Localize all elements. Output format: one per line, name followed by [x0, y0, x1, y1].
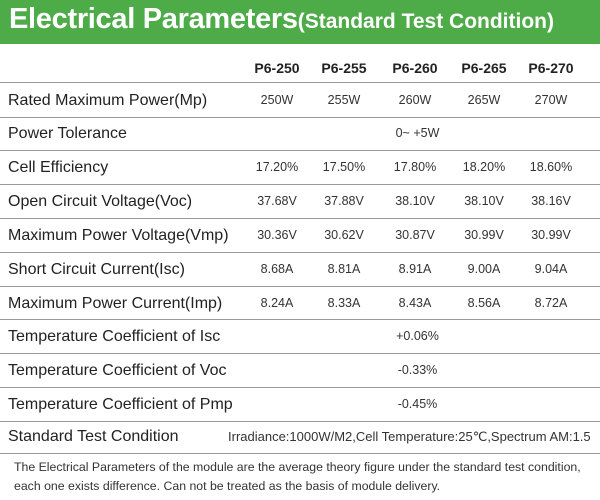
table-row-temp-coeff-isc: Temperature Coefficient of Isc +0.06% — [0, 320, 600, 353]
divider — [0, 286, 600, 287]
table-cell: 8.56A — [467, 296, 501, 310]
divider — [0, 150, 600, 151]
table-cell: 38.10V — [395, 194, 435, 208]
table-row-standard-test-condition: Standard Test Condition Irradiance:1000W… — [0, 420, 600, 453]
table-row-short-circuit-current: Short Circuit Current(Isc) 8.68A 8.81A 8… — [0, 253, 600, 286]
row-label: Cell Efficiency — [8, 159, 109, 176]
table-cell-span: +0.06% — [396, 329, 439, 343]
row-label: Temperature Coefficient of Pmp — [8, 396, 233, 413]
divider — [0, 319, 600, 320]
divider — [0, 453, 600, 454]
title-banner: Electrical Parameters(Standard Test Cond… — [0, 0, 600, 44]
table-cell: 260W — [398, 93, 432, 107]
table-cell: 9.00A — [467, 262, 501, 276]
row-label: Maximum Power Voltage(Vmp) — [8, 227, 229, 244]
table-cell: 30.87V — [395, 228, 435, 242]
table-cell: 250W — [260, 93, 294, 107]
table-cell: 30.99V — [531, 228, 571, 242]
table-row-temp-coeff-voc: Temperature Coefficient of Voc -0.33% — [0, 354, 600, 387]
divider — [0, 82, 600, 83]
table-cell-span: 0~ +5W — [395, 126, 440, 140]
table-cell: 265W — [467, 93, 501, 107]
table-row-open-circuit-voltage: Open Circuit Voltage(Voc) 37.68V 37.88V … — [0, 185, 600, 218]
divider — [0, 252, 600, 253]
table-cell: 17.20% — [255, 160, 299, 174]
table-cell: 30.62V — [324, 228, 364, 242]
column-header-p6-255: P6-255 — [321, 60, 367, 76]
table-cell: 270W — [534, 93, 568, 107]
row-label: Short Circuit Current(Isc) — [8, 261, 185, 278]
divider — [0, 184, 600, 185]
table-cell-span: -0.45% — [397, 397, 438, 411]
table-cell: 37.88V — [324, 194, 364, 208]
table-cell: 38.10V — [464, 194, 504, 208]
table-cell: 8.24A — [260, 296, 294, 310]
column-header-p6-265: P6-265 — [461, 60, 507, 76]
row-label: Standard Test Condition — [8, 428, 179, 445]
table-cell: 18.60% — [529, 160, 573, 174]
table-cell: 255W — [327, 93, 361, 107]
divider — [0, 421, 600, 422]
row-label: Open Circuit Voltage(Voc) — [8, 193, 193, 210]
row-label: Power Tolerance — [8, 125, 127, 142]
table-cell: 37.68V — [257, 194, 297, 208]
divider — [0, 218, 600, 219]
table-cell: 8.91A — [398, 262, 432, 276]
table-cell: 8.43A — [398, 296, 432, 310]
table-cell: 8.81A — [327, 262, 361, 276]
divider — [0, 387, 600, 388]
standard-test-value: Irradiance:1000W/M2,Cell Temperature:25℃… — [228, 429, 591, 444]
table-cell: 30.36V — [257, 228, 297, 242]
table-row-power-tolerance: Power Tolerance 0~ +5W — [0, 117, 600, 150]
table-row-temp-coeff-pmp: Temperature Coefficient of Pmp -0.45% — [0, 388, 600, 421]
divider — [0, 353, 600, 354]
row-label: Temperature Coefficient of Voc — [8, 362, 227, 379]
row-label: Temperature Coefficient of Isc — [8, 328, 221, 345]
column-header-p6-260: P6-260 — [392, 60, 438, 76]
table-row-cell-efficiency: Cell Efficiency 17.20% 17.50% 17.80% 18.… — [0, 151, 600, 184]
column-header-p6-250: P6-250 — [254, 60, 300, 76]
table-cell: 9.04A — [534, 262, 568, 276]
table-cell: 30.99V — [464, 228, 504, 242]
table-cell: 18.20% — [462, 160, 506, 174]
table-row-rated-maximum-power: Rated Maximum Power(Mp) 250W 255W 260W 2… — [0, 84, 600, 117]
row-label: Maximum Power Current(Imp) — [8, 295, 223, 312]
column-header-p6-270: P6-270 — [528, 60, 574, 76]
table-cell: 17.80% — [393, 160, 437, 174]
table-cell: 38.16V — [531, 194, 571, 208]
table-row-maximum-power-current: Maximum Power Current(Imp) 8.24A 8.33A 8… — [0, 287, 600, 320]
table-cell: 8.72A — [534, 296, 568, 310]
page-title: Electrical Parameters — [9, 3, 298, 35]
page-subtitle: (Standard Test Condition) — [297, 10, 554, 33]
table-cell: 17.50% — [322, 160, 366, 174]
table-cell: 8.68A — [260, 262, 294, 276]
table-cell: 8.33A — [327, 296, 361, 310]
footnote: The Electrical Parameters of the module … — [14, 460, 581, 493]
row-label: Rated Maximum Power(Mp) — [8, 92, 208, 109]
divider — [0, 117, 600, 118]
table-cell-span: -0.33% — [397, 363, 438, 377]
table-row-maximum-power-voltage: Maximum Power Voltage(Vmp) 30.36V 30.62V… — [0, 219, 600, 252]
